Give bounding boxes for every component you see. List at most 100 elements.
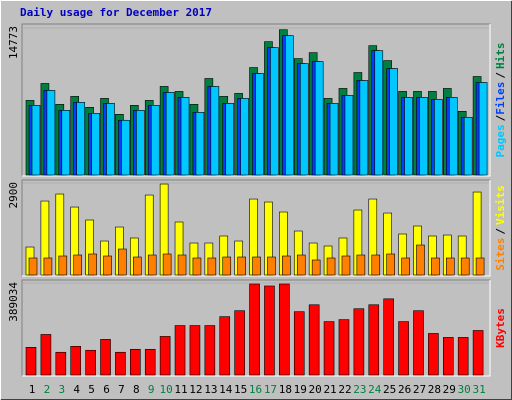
bar [293, 311, 305, 376]
bar [428, 333, 439, 376]
x-tick-label: 10 [160, 383, 173, 396]
bar [359, 80, 369, 176]
y-tick-label: 14773 [7, 26, 20, 59]
panel-bevel [22, 24, 491, 177]
legend-entry: Sites [494, 238, 507, 271]
bar [264, 285, 275, 376]
bar [442, 337, 454, 376]
legend-separator: / [494, 228, 507, 235]
bar [448, 97, 458, 176]
bar [368, 304, 380, 376]
bar [401, 257, 410, 276]
x-tick-label: 9 [148, 383, 155, 396]
bar [431, 257, 440, 276]
bar [121, 119, 130, 176]
bar [210, 86, 220, 176]
bar [338, 319, 350, 376]
x-tick-label: 6 [103, 383, 110, 396]
bar [398, 321, 409, 376]
bar [404, 97, 413, 176]
bar [371, 254, 381, 276]
y-tick-label: 2900 [7, 182, 20, 209]
bar [118, 248, 127, 276]
bar [25, 347, 37, 376]
bar [475, 257, 485, 276]
x-tick-label: 12 [189, 383, 202, 396]
x-tick-label: 17 [264, 383, 277, 396]
bar [356, 254, 366, 276]
bar [311, 259, 321, 276]
bar [386, 253, 395, 276]
bar [115, 351, 126, 376]
x-tick-label: 25 [383, 383, 396, 396]
bar [279, 283, 290, 376]
bar [130, 348, 141, 376]
bar [419, 97, 428, 176]
x-tick-label: 19 [294, 383, 307, 396]
bar [341, 255, 351, 276]
bar [237, 256, 246, 276]
x-tick-label: 29 [443, 383, 456, 396]
x-tick-label: 21 [323, 383, 336, 396]
bar [323, 321, 335, 376]
bar [472, 330, 484, 376]
legend-entry: Files [494, 82, 507, 115]
bar [225, 103, 235, 176]
x-tick-label: 3 [58, 383, 65, 396]
bar [174, 325, 186, 376]
bar [76, 102, 86, 176]
bar [162, 253, 172, 276]
bar [383, 298, 394, 376]
bar [70, 346, 82, 376]
bar [267, 256, 276, 276]
bar [136, 110, 145, 176]
legend-entry: Hits [494, 43, 507, 70]
legend: Pages/Files/Hits [494, 43, 507, 158]
x-tick-label: 13 [204, 383, 217, 396]
bar [353, 308, 365, 376]
bar [255, 73, 264, 176]
panel-bevel [22, 280, 491, 377]
bar [91, 113, 100, 176]
bar [180, 97, 190, 176]
bar [416, 244, 425, 276]
bar [58, 255, 68, 276]
x-tick-label: 2 [44, 383, 51, 396]
bar [270, 47, 279, 176]
bar [195, 112, 205, 176]
chart-title: Daily usage for December 2017 [20, 6, 212, 19]
bar [296, 254, 306, 276]
bar [445, 257, 455, 276]
bar [344, 95, 354, 176]
bar [46, 90, 56, 176]
x-tick-label: 23 [353, 383, 366, 396]
bar [413, 310, 424, 376]
bar [434, 99, 443, 176]
bar [189, 325, 201, 376]
bar [73, 254, 83, 276]
legend-entry: KBytes [494, 308, 507, 348]
x-tick-label: 28 [428, 383, 441, 396]
bar [144, 348, 156, 376]
bar [159, 336, 171, 376]
bar [285, 35, 294, 176]
x-tick-label: 30 [458, 383, 471, 396]
bar [282, 255, 291, 276]
bar [100, 339, 111, 376]
bar [150, 105, 160, 176]
x-tick-label: 27 [413, 383, 426, 396]
legend-entry: Visits [494, 185, 507, 225]
y-tick-label: 389034 [7, 282, 20, 322]
bar [165, 92, 175, 176]
x-tick-label: 31 [472, 383, 485, 396]
bar [240, 98, 249, 176]
bar [329, 103, 339, 176]
bar [103, 255, 112, 276]
bar [308, 304, 320, 376]
bar [177, 254, 187, 276]
bar [252, 256, 261, 276]
bar [88, 253, 97, 276]
x-tick-label: 20 [309, 383, 322, 396]
